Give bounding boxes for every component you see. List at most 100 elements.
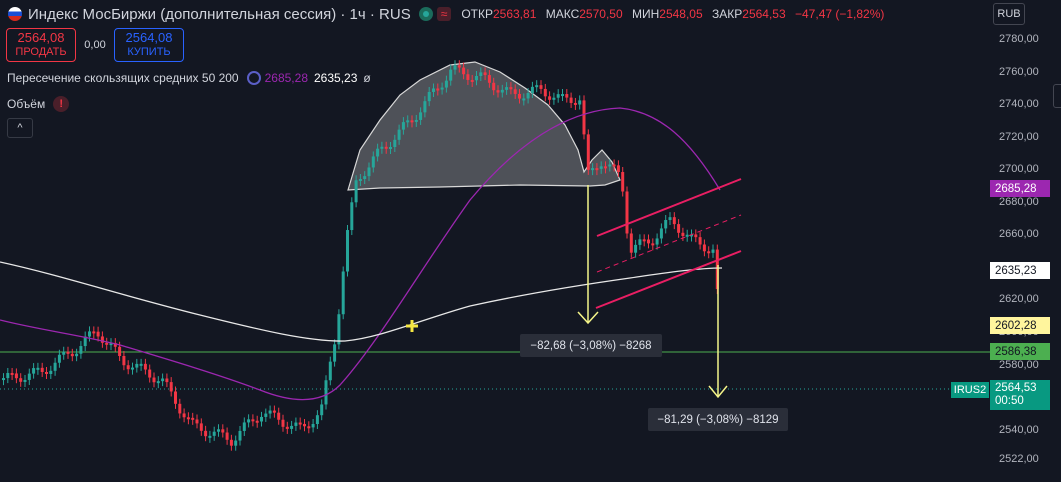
candle-body <box>569 97 573 103</box>
candle-body <box>66 351 70 354</box>
candle-body <box>165 378 169 383</box>
candle-body <box>539 85 543 89</box>
spread-value: 0,00 <box>84 39 106 51</box>
candle-body <box>427 91 431 102</box>
candle-body <box>586 134 590 170</box>
candle-body <box>483 72 487 76</box>
candle-body <box>290 425 294 429</box>
candle-body <box>681 232 685 236</box>
ma-cross-indicator-legend[interactable]: Пересечение скользящих средних 50 200 26… <box>7 71 371 85</box>
candle-body <box>307 426 311 429</box>
candle-body <box>311 424 315 428</box>
candle-body <box>363 176 367 180</box>
candle-body <box>690 234 693 237</box>
ma-cross-marker <box>406 320 418 332</box>
price-axis-tick: 2522,00 <box>999 453 1039 465</box>
ma50-price-tag: 2685,28 <box>990 180 1050 197</box>
wave-icon[interactable]: ≈ <box>436 7 452 21</box>
candle-body <box>655 238 659 245</box>
candle-body <box>530 86 534 94</box>
side-toggle[interactable] <box>1053 84 1061 108</box>
candle-body <box>161 378 165 382</box>
candle-body <box>217 429 220 432</box>
candle-body <box>621 172 625 192</box>
candle-body <box>371 156 375 168</box>
sell-button[interactable]: 2564,08 ПРОДАТЬ <box>6 28 76 62</box>
candle-body <box>152 377 156 383</box>
candle-body <box>320 404 324 416</box>
candle-body <box>281 419 285 427</box>
candle-body <box>45 371 48 374</box>
symbol-price-label: IRUS2 <box>951 382 989 398</box>
candle-body <box>199 423 203 431</box>
candle-body <box>251 419 255 422</box>
candle-body <box>221 429 225 433</box>
candle-body <box>608 164 612 167</box>
market-status-icon[interactable] <box>418 7 433 21</box>
candle-body <box>32 368 36 374</box>
trade-panel: 2564,08 ПРОДАТЬ 0,00 2564,08 КУПИТЬ <box>6 28 184 62</box>
candle-body <box>40 367 44 372</box>
candle-body <box>238 430 242 441</box>
candle-body <box>487 75 491 83</box>
candle-body <box>96 331 100 337</box>
measure-arrow-2[interactable] <box>708 265 728 399</box>
currency-select[interactable]: RUB <box>993 3 1025 25</box>
candle-body <box>212 431 216 436</box>
candle-body <box>616 165 620 173</box>
candle-body <box>436 88 440 91</box>
candle-body <box>341 271 345 315</box>
candle-body <box>131 367 134 370</box>
ma200-price-tag: 2635,23 <box>990 262 1050 279</box>
symbol-title[interactable]: Индекс МосБиржи (дополнительная сессия) … <box>28 5 411 23</box>
candle-body <box>380 146 384 149</box>
candle-body <box>505 87 509 90</box>
candle-body <box>410 120 414 123</box>
candle-body <box>578 100 582 105</box>
candle-body <box>629 233 633 253</box>
green-level-tag: 2586,38 <box>990 343 1050 360</box>
candle-body <box>711 249 715 253</box>
candle-body <box>225 432 229 440</box>
candle-body <box>2 378 5 381</box>
candle-body <box>414 119 418 122</box>
candle-body <box>303 423 306 427</box>
volume-indicator-legend[interactable]: Объём ! <box>7 96 70 112</box>
candle-body <box>324 380 328 405</box>
candle-body <box>522 98 526 101</box>
candle-body <box>264 413 268 417</box>
candle-body <box>174 391 177 404</box>
candle-body <box>702 244 706 252</box>
candle-body <box>479 72 483 77</box>
warning-icon[interactable]: ! <box>53 96 70 112</box>
head-shoulders-pattern[interactable] <box>347 61 621 191</box>
candle-body <box>113 343 117 347</box>
candle-body <box>612 164 616 167</box>
candle-body <box>126 365 130 370</box>
ohlc-values: ОТКР2563,81 МАКС2570,50 МИН2548,05 ЗАКР2… <box>461 7 885 21</box>
ma50-line <box>0 107 721 401</box>
candle-body <box>229 439 233 446</box>
candle-body <box>492 82 496 91</box>
collapse-legend-button[interactable]: ^ <box>7 118 33 138</box>
candle-body <box>376 148 380 157</box>
buy-button[interactable]: 2564,08 КУПИТЬ <box>114 28 184 62</box>
price-axis-tick: 2740,00 <box>999 98 1039 111</box>
candle-body <box>19 378 23 382</box>
candle-body <box>156 381 160 384</box>
candle-body <box>496 90 500 93</box>
candle-body <box>573 102 577 105</box>
candle-body <box>393 139 397 147</box>
candle-body <box>135 363 139 368</box>
candle-body <box>475 76 478 81</box>
candle-body <box>500 89 504 93</box>
channel[interactable] <box>595 178 742 309</box>
price-axis-tick: 2680,00 <box>999 195 1039 208</box>
candle-body <box>466 74 470 80</box>
measure-arrow-1[interactable] <box>577 185 599 325</box>
price-axis-tick: 2660,00 <box>999 228 1039 241</box>
candle-body <box>548 96 552 100</box>
candle-body <box>315 415 319 425</box>
candle-body <box>182 413 186 418</box>
